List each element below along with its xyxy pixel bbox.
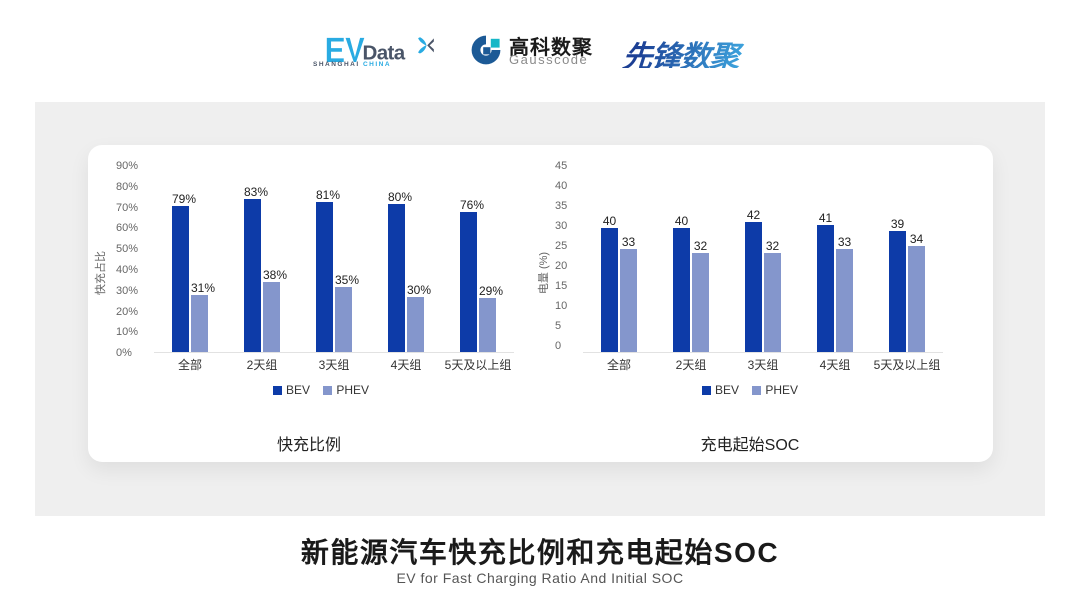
svg-text:Data: Data <box>362 42 405 62</box>
